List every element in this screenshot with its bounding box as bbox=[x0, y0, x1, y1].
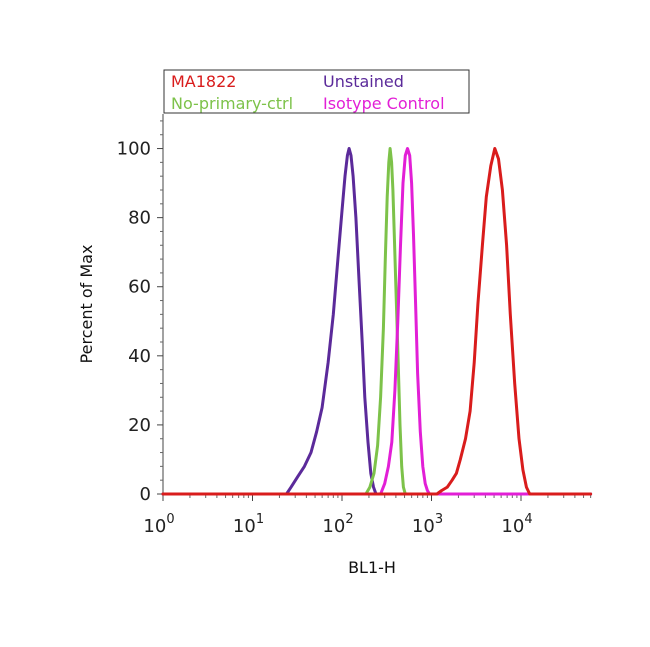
legend-label-unstained: Unstained bbox=[323, 72, 404, 91]
y-tick-label: 80 bbox=[128, 208, 151, 229]
axes-group: 0 20 40 60 80 100 100 101 102 103 104 bbox=[117, 114, 592, 537]
y-tick-label: 0 bbox=[140, 484, 151, 505]
series-line-isotype-control bbox=[161, 147, 593, 496]
legend-box bbox=[163, 69, 470, 114]
x-axis-title: BL1-H bbox=[348, 558, 396, 577]
y-tick-label: 40 bbox=[128, 346, 151, 367]
legend-label-isotype-control: Isotype Control bbox=[323, 94, 445, 113]
x-tick-label: 104 bbox=[501, 512, 532, 537]
y-tick-label: 60 bbox=[128, 277, 151, 298]
x-tick-label: 101 bbox=[233, 512, 264, 537]
legend-label-ma1822: MA1822 bbox=[171, 72, 236, 91]
y-axis-title: Percent of Max bbox=[77, 245, 96, 364]
series-line-no-primary-ctrl bbox=[161, 147, 593, 496]
legend: MA1822 Unstained No-primary-ctrl Isotype… bbox=[163, 69, 470, 114]
x-tick-label: 103 bbox=[412, 512, 443, 537]
series-line-ma1822 bbox=[161, 147, 593, 496]
series-layer bbox=[161, 147, 593, 496]
y-tick-label: 20 bbox=[128, 415, 151, 436]
legend-label-no-primary-ctrl: No-primary-ctrl bbox=[171, 94, 293, 113]
x-tick-label: 100 bbox=[143, 512, 174, 537]
x-tick-label: 102 bbox=[322, 512, 353, 537]
y-tick-label: 100 bbox=[117, 139, 151, 160]
series-line-unstained bbox=[161, 147, 593, 496]
